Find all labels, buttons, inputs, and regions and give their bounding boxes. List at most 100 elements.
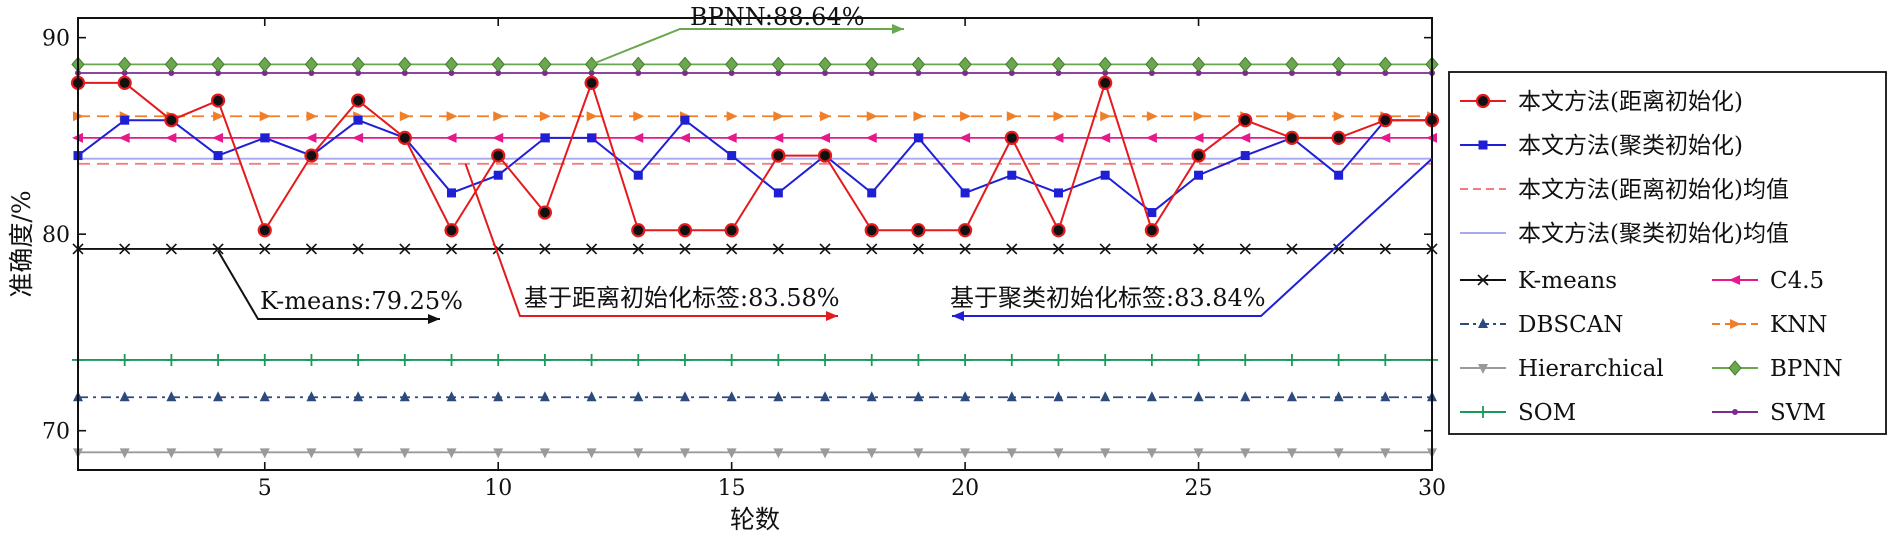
point-本文方法-聚类初始化-18	[867, 188, 877, 198]
point-dbscan-7	[353, 391, 364, 402]
point-som-25	[1192, 353, 1205, 366]
legend-label-bpnn: BPNN	[1770, 356, 1843, 382]
annotation-text-dist: 基于距离初始化标签:83.58%	[524, 284, 840, 312]
point-knn-13	[633, 111, 645, 122]
point-本文方法-距离初始化-23	[1098, 75, 1113, 90]
point-hierarchical-23	[1100, 448, 1111, 459]
legend-label-k-means: K-means	[1518, 268, 1617, 294]
point-本文方法-距离初始化-11	[537, 205, 552, 220]
point-hierarchical-17	[820, 448, 831, 459]
point-som-16	[772, 353, 785, 366]
point-本文方法-聚类初始化-15	[727, 151, 737, 161]
point-k-means-5	[259, 243, 271, 255]
annotation-arrow-dist	[826, 311, 838, 321]
annotation-dist: 基于距离初始化标签:83.58%	[464, 163, 840, 321]
legend-item-bpnn: BPNN	[1712, 356, 1843, 382]
point-c4-5-24	[1145, 132, 1157, 143]
point-bpnn-18	[865, 56, 879, 73]
point-knn-6	[306, 111, 318, 122]
point-svm-20	[962, 70, 969, 77]
point-本文方法-距离初始化-16	[771, 148, 786, 163]
point-hierarchical-11	[539, 448, 550, 459]
point-k-means-13	[632, 243, 644, 255]
point-hierarchical-28	[1333, 448, 1344, 459]
point-本文方法-距离初始化-6	[304, 148, 319, 163]
annotation-text-kmeans: K-means:79.25%	[260, 287, 463, 315]
point-本文方法-聚类初始化-25	[1194, 170, 1204, 180]
point-dbscan-12	[586, 391, 597, 402]
point-dbscan-27	[1286, 391, 1297, 402]
point-c4-5-25	[1192, 132, 1204, 143]
point-svm-12	[588, 70, 595, 77]
point-本文方法-聚类初始化-23	[1100, 170, 1110, 180]
legend: 本文方法(距离初始化) 本文方法(聚类初始化) 本文方法(距离初始化)均值本文方法(…	[1448, 71, 1887, 435]
legend-swatch-marker-bpnn	[1728, 360, 1742, 376]
point-c4-5-22	[1052, 132, 1064, 143]
point-som-26	[1239, 353, 1252, 366]
point-svm-14	[681, 70, 688, 77]
point-k-means-14	[679, 243, 691, 255]
point-c4-5-15	[725, 132, 737, 143]
series-line-本文方法-聚类初始化	[77, 118, 1432, 214]
legend-item-knn: KNN	[1712, 312, 1827, 338]
point-bpnn-8	[398, 56, 412, 73]
annotation-bpnn: BPNN:88.64%	[591, 3, 904, 66]
point-som-17	[819, 353, 832, 366]
point-dbscan-23	[1100, 391, 1111, 402]
point-dbscan-14	[679, 391, 690, 402]
plot-frame	[77, 17, 1433, 471]
point-k-means-17	[819, 243, 831, 255]
legend-swatch-marker-本文方法-聚类初始化	[1478, 140, 1488, 150]
point-dbscan-3	[166, 391, 177, 402]
point-som-10	[492, 353, 505, 366]
point-k-means-20	[959, 243, 971, 255]
point-som-9	[445, 353, 458, 366]
point-som-5	[258, 353, 271, 366]
legend-swatch-marker-som	[1477, 406, 1489, 418]
point-k-means-29	[1379, 243, 1391, 255]
point-knn-11	[539, 111, 551, 122]
point-knn-9	[446, 111, 458, 122]
point-c4-5-6	[305, 132, 317, 143]
point-dbscan-18	[866, 391, 877, 402]
x-tick-label-15: 15	[718, 476, 746, 501]
point-svm-2	[121, 70, 128, 77]
point-bpnn-20	[958, 56, 972, 73]
point-svm-9	[448, 70, 455, 77]
point-本文方法-聚类初始化-2	[120, 115, 130, 125]
series-layer	[70, 56, 1440, 459]
series-knn	[73, 111, 1438, 122]
legend-item-hierarchical: Hierarchical	[1460, 356, 1664, 382]
point-本文方法-聚类初始化-21	[1007, 170, 1017, 180]
point-dbscan-21	[1006, 391, 1017, 402]
point-hierarchical-16	[773, 448, 784, 459]
legend-swatch-marker-svm	[1732, 409, 1738, 415]
point-本文方法-距离初始化-20	[958, 223, 973, 238]
series-line-本文方法-距离初始化	[78, 79, 1432, 233]
annotation-arrow-clus	[952, 311, 964, 321]
point-本文方法-距离初始化-15	[724, 223, 739, 238]
point-bpnn-21	[1005, 56, 1019, 73]
point-k-means-27	[1286, 243, 1298, 255]
point-bpnn-7	[351, 56, 365, 73]
point-svm-18	[868, 70, 875, 77]
point-hierarchical-20	[960, 448, 971, 459]
point-k-means-28	[1333, 243, 1345, 255]
point-knn-17	[820, 111, 832, 122]
point-hierarchical-10	[493, 448, 504, 459]
annotation-line-clus	[952, 157, 1433, 317]
point-knn-8	[399, 111, 411, 122]
legend-item-本文方法-距离初始化: 本文方法(距离初始化)	[1460, 89, 1743, 115]
point-bpnn-24	[1145, 56, 1159, 73]
point-hierarchical-29	[1380, 448, 1391, 459]
point-knn-28	[1333, 111, 1345, 122]
point-本文方法-距离初始化-17	[817, 148, 833, 163]
point-c4-5-29	[1379, 132, 1391, 143]
series-k-means	[72, 243, 1438, 255]
point-k-means-24	[1146, 243, 1158, 255]
annotation-clus: 基于聚类初始化标签:83.84%	[950, 157, 1433, 321]
point-dbscan-20	[960, 391, 971, 402]
series-本文方法-距离初始化	[70, 75, 1440, 238]
point-som-8	[398, 353, 411, 366]
